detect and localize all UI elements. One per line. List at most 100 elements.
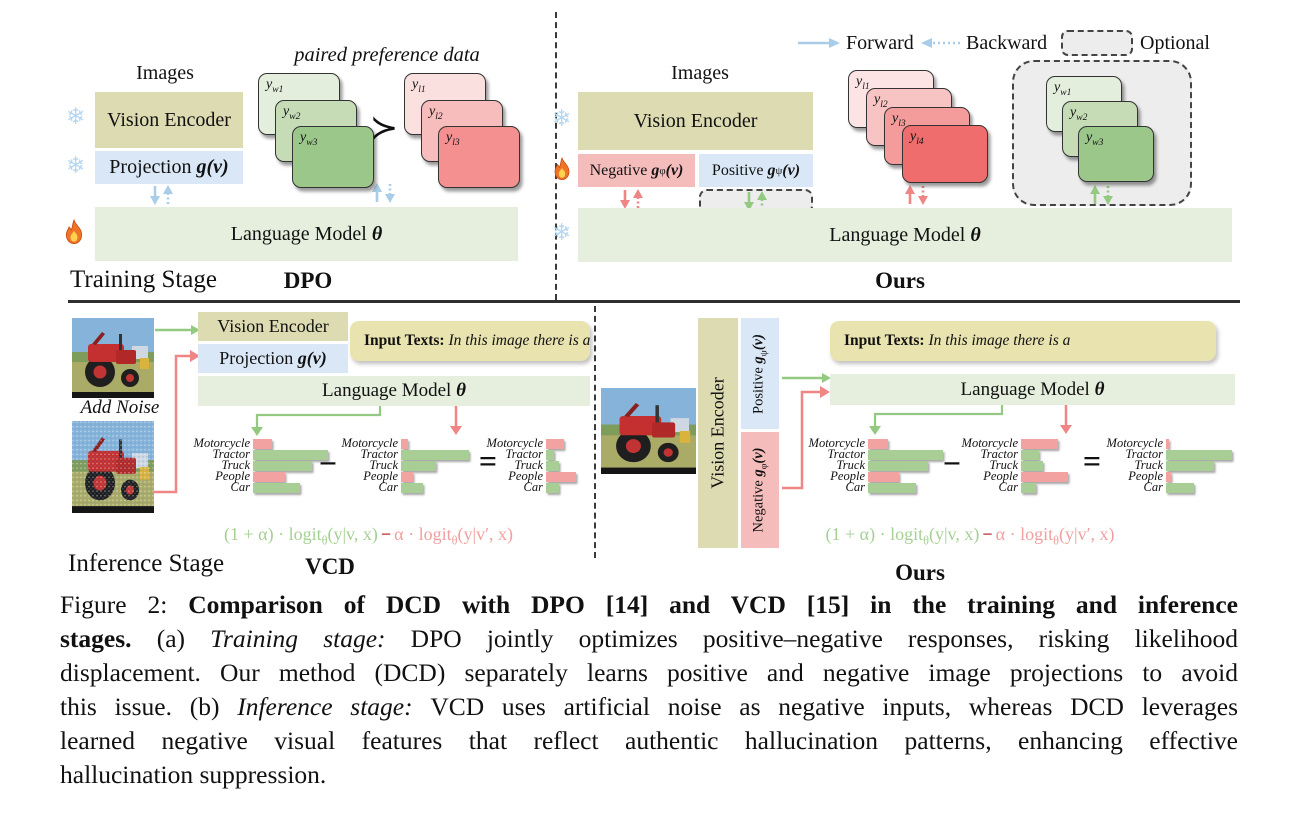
forward-backward-arrows [903,184,931,206]
logits-red-arrow [450,406,462,435]
response-card: yl3 [438,126,520,188]
chart-category-label: Motorcycle [1106,436,1163,450]
inference-stage-label: Inference Stage [68,550,225,577]
ours-negative-vbox: Negative gφ(v) [741,432,779,548]
dpo-projection-box: Projection g(v) [95,151,243,184]
ours-positive-vbox: Positive gψ(v) [741,318,779,429]
input-texts-label: Input Texts: [364,332,445,349]
ours-positive-logits-chart: Motorcycle Tractor Truck People Car [801,437,943,494]
minus-operator: − [318,445,338,481]
logit-bar [401,482,423,493]
positive-responses-stack: yw1 yw2 yw3 [1046,76,1158,186]
backward-arrow-icon [921,38,963,48]
ours-formula: (1 + α) · logitθ(y|v, x) − α · logitθ(y|v′… [825,524,1115,548]
logit-bar [546,482,559,493]
language-model-label: Language Model [829,223,966,246]
noisy-tractor-image [72,421,154,513]
ours-vision-encoder-box: Vision Encoder [578,92,813,150]
minus-operator: − [942,445,962,481]
chart-category-label: Truck [221,458,250,472]
vision-encoder-label: Vision Encoder [707,377,728,489]
snowflake-icon: ❄ [552,106,572,132]
chart-category-label: Car [523,480,543,494]
chart-category-label: People [1128,469,1163,483]
projection-label: Projection [109,156,192,178]
tractor-image [72,318,154,398]
vcd-formula: (1 + α) · logitθ(y|v, x) − α · logitθ(y|v′… [224,524,513,548]
vcd-method-label: VCD [305,554,355,579]
chart-category-label: Tractor [827,447,865,461]
language-model-label: Language Model [322,380,452,401]
chart-category-label: Car [230,480,250,494]
winning-responses-stack: yw1 yw2 yw3 [258,73,378,191]
vision-encoder-label: Vision Encoder [217,316,329,336]
chart-category-label: People [830,469,865,483]
chart-category-label: People [215,469,250,483]
dpo-method-label: DPO [283,268,333,293]
logit-bar [1021,460,1043,471]
negative-label: Negative [750,480,767,533]
chart-category-label: Car [378,480,398,494]
chart-category-label: Truck [1134,458,1163,472]
losing-responses-stack: yl1 yl2 yl3 [404,73,524,191]
logit-bar [1021,482,1036,493]
dpo-language-model-box: Language Model θ [95,207,518,261]
projection-label: Projection [219,348,294,368]
forward-backward-arrows [148,184,176,206]
flame-icon [551,156,573,182]
training-divider [555,12,557,300]
positive-label: Positive [711,161,764,179]
chart-category-label: Truck [369,458,398,472]
ours-language-model-box: Language Model θ [830,374,1235,405]
training-stage-label: Training Stage [70,266,217,293]
logit-bar [868,482,916,493]
logit-bar [253,449,328,460]
chart-category-label: Car [845,480,865,494]
vcd-result-logits-chart: Motorcycle Tractor Truck People Car [479,437,576,494]
logits-green-arrow [869,405,1004,435]
input-texts-label: Input Texts: [844,332,925,349]
caption-line: stages. (a) Training stage: DPO jointly … [60,624,1238,653]
preference-succ-symbol: ≻ [369,110,399,147]
noisy-image-forward-arrow [154,350,200,494]
logit-bar [1021,471,1068,482]
vcd-noisy-logits-chart: Motorcycle Tractor Truck People Car [334,436,469,494]
chart-category-label: Tractor [360,447,398,461]
chart-category-label: Motorcycle [193,436,250,450]
caption-line: hallucination suppression. [60,760,327,789]
equals-operator: = [1082,443,1102,479]
dpo-images-label: Images [136,62,194,84]
logit-bar [868,438,888,449]
response-card: yl4 [902,125,988,183]
logit-bar [546,438,564,449]
forward-arrow-icon [798,38,840,48]
chart-category-label: Motorcycle [341,436,398,450]
dpo-vision-encoder-box: Vision Encoder [95,92,243,148]
forward-backward-arrows [618,188,646,210]
chart-category-label: Truck [836,458,865,472]
ours-training-method-label: Ours [875,268,925,293]
logit-bar [546,449,554,460]
logit-bar [868,471,899,482]
logit-bar [1166,471,1171,482]
logit-bar [401,471,413,482]
chart-category-label: People [983,469,1018,483]
image-forward-arrow [155,325,200,335]
vision-encoder-label: Vision Encoder [633,109,758,132]
chart-category-label: Car [998,480,1018,494]
chart-category-label: Truck [989,458,1018,472]
vcd-vision-encoder-box: Vision Encoder [198,312,348,341]
ours-negative-logits-chart: Motorcycle Tractor Truck People Car [954,437,1068,494]
logit-bar [253,460,312,471]
vcd-projection-box: Projection g(v) [198,344,348,373]
vcd-language-model-box: Language Model θ [198,376,590,406]
response-card: yw3 [292,126,374,188]
chart-category-label: Tractor [505,447,543,461]
flame-icon [62,218,86,246]
legend-forward-label: Forward [846,32,914,54]
paired-preference-label: paired preference data [294,44,480,66]
ours-input-texts-box: Input Texts: In this image there is a [830,321,1216,361]
chart-category-label: Tractor [980,447,1018,461]
chart-category-label: People [508,469,543,483]
ours-language-model-box: Language Model θ [578,208,1232,262]
